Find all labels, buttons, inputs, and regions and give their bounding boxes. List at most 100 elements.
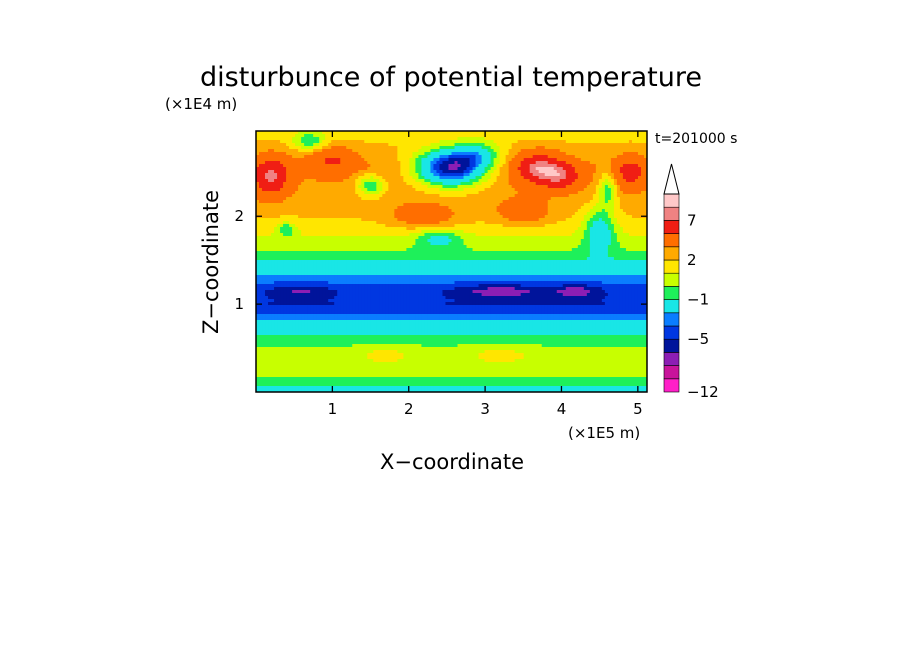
heatmap-cell bbox=[532, 197, 537, 201]
heatmap-cell bbox=[565, 155, 570, 159]
heatmap-cell bbox=[415, 185, 419, 189]
heatmap-cell bbox=[346, 161, 350, 165]
heatmap-cell bbox=[382, 209, 386, 213]
heatmap-cell bbox=[418, 245, 422, 249]
heatmap-cell bbox=[379, 155, 383, 159]
heatmap-cell bbox=[577, 233, 582, 237]
heatmap-cell bbox=[310, 134, 314, 138]
heatmap-cell bbox=[517, 188, 522, 192]
heatmap-cell bbox=[271, 230, 275, 234]
heatmap-cell bbox=[598, 134, 603, 138]
heatmap-cell bbox=[352, 197, 356, 201]
heatmap-cell bbox=[412, 143, 416, 147]
heatmap-cell bbox=[442, 224, 446, 228]
heatmap-cell bbox=[346, 170, 350, 174]
heatmap-cell bbox=[367, 215, 371, 219]
heatmap-cell bbox=[283, 191, 287, 195]
heatmap-cell bbox=[334, 185, 338, 189]
heatmap-cell bbox=[331, 227, 335, 231]
heatmap-cell bbox=[619, 155, 624, 159]
heatmap-cell bbox=[298, 197, 302, 201]
heatmap-cell bbox=[448, 206, 452, 210]
heatmap-cell bbox=[442, 221, 446, 225]
heatmap-cell bbox=[535, 194, 540, 198]
heatmap-cell bbox=[256, 167, 260, 171]
heatmap-cell bbox=[592, 206, 597, 210]
heatmap-cell bbox=[469, 203, 474, 207]
heatmap-cell bbox=[595, 167, 600, 171]
heatmap-cell bbox=[466, 176, 471, 180]
heatmap-cell bbox=[385, 170, 389, 174]
heatmap-cell bbox=[319, 212, 323, 216]
heatmap-cell bbox=[628, 134, 633, 138]
heatmap-cell bbox=[502, 203, 507, 207]
heatmap-cell bbox=[352, 140, 356, 144]
heatmap-cell bbox=[475, 209, 480, 213]
heatmap-cell bbox=[295, 209, 299, 213]
heatmap-cell bbox=[304, 224, 308, 228]
heatmap-cell bbox=[307, 176, 311, 180]
heatmap-cell bbox=[409, 197, 413, 201]
heatmap-cell bbox=[559, 185, 564, 189]
heatmap-cell bbox=[634, 221, 639, 225]
heatmap-cell bbox=[487, 158, 492, 162]
heatmap-cell bbox=[478, 131, 483, 135]
heatmap-cell bbox=[559, 149, 564, 153]
heatmap-cell bbox=[547, 188, 552, 192]
heatmap-cell bbox=[592, 179, 597, 183]
heatmap-cell bbox=[586, 197, 591, 201]
heatmap-cell bbox=[568, 161, 573, 165]
heatmap-cell bbox=[373, 137, 377, 141]
heatmap-cell bbox=[346, 176, 350, 180]
heatmap-cell bbox=[280, 131, 284, 135]
heatmap-cell bbox=[565, 170, 570, 174]
heatmap-cell bbox=[277, 218, 281, 222]
heatmap-cell bbox=[409, 161, 413, 165]
heatmap-cell bbox=[568, 185, 573, 189]
heatmap-cell bbox=[286, 221, 290, 225]
heatmap-cell bbox=[301, 242, 305, 246]
heatmap-cell bbox=[451, 170, 456, 174]
heatmap-cell bbox=[256, 179, 260, 183]
heatmap-cell bbox=[640, 242, 645, 246]
heatmap-cell bbox=[526, 191, 531, 195]
heatmap-cell bbox=[493, 200, 498, 204]
heatmap-cell bbox=[424, 131, 428, 135]
heatmap-cell bbox=[352, 218, 356, 222]
heatmap-cell bbox=[460, 188, 465, 192]
heatmap-cell bbox=[337, 245, 341, 249]
heatmap-cell bbox=[358, 245, 362, 249]
heatmap-cell bbox=[385, 209, 389, 213]
heatmap-cell bbox=[508, 179, 513, 183]
heatmap-cell bbox=[625, 188, 630, 192]
heatmap-cell bbox=[424, 146, 428, 150]
heatmap-cell bbox=[520, 134, 525, 138]
heatmap-cell bbox=[292, 200, 296, 204]
heatmap-cell bbox=[334, 182, 338, 186]
heatmap-cell bbox=[427, 152, 431, 156]
heatmap-cell bbox=[544, 167, 549, 171]
heatmap-cell bbox=[415, 245, 419, 249]
heatmap-cell bbox=[547, 179, 552, 183]
heatmap-cell bbox=[256, 173, 260, 177]
heatmap-cell bbox=[445, 170, 449, 174]
heatmap-cell bbox=[475, 167, 480, 171]
heatmap-cell bbox=[466, 200, 471, 204]
heatmap-cell bbox=[259, 131, 263, 135]
heatmap-cell bbox=[307, 131, 311, 135]
heatmap-cell bbox=[304, 173, 308, 177]
heatmap-cell bbox=[508, 209, 513, 213]
heatmap-cell bbox=[409, 182, 413, 186]
heatmap-cell bbox=[466, 161, 471, 165]
heatmap-cell bbox=[568, 173, 573, 177]
heatmap-cell bbox=[553, 185, 558, 189]
heatmap-cell bbox=[448, 230, 452, 234]
heatmap-cell bbox=[448, 137, 452, 141]
heatmap-cell bbox=[262, 164, 266, 168]
heatmap-cell bbox=[589, 152, 594, 156]
heatmap-cell bbox=[376, 134, 380, 138]
heatmap-cell bbox=[352, 209, 356, 213]
heatmap-cell bbox=[520, 212, 525, 216]
heatmap-cell bbox=[571, 152, 576, 156]
heatmap-cell bbox=[379, 197, 383, 201]
